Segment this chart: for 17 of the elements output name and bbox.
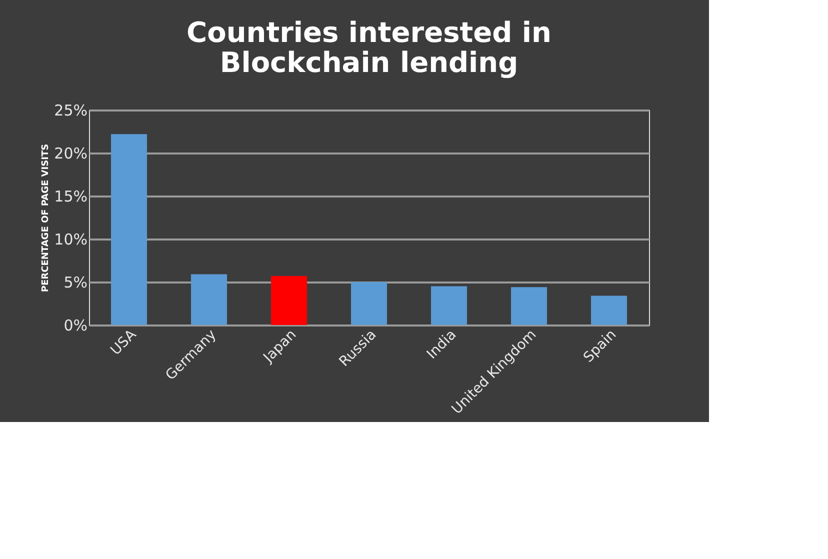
y-tick-label: 0% xyxy=(64,316,88,334)
text: Blockchain lending xyxy=(220,46,518,79)
x-tick-label: USA xyxy=(108,326,140,359)
y-tick-label: 20% xyxy=(54,144,88,162)
bar xyxy=(591,296,627,325)
bar xyxy=(351,282,387,325)
bar xyxy=(271,276,307,325)
y-axis-title: PERCENTAGE OF PAGE VISITS xyxy=(41,144,52,292)
y-tick-label: 15% xyxy=(54,188,88,206)
bar xyxy=(431,286,467,325)
bar xyxy=(111,134,147,325)
y-tick-label: 25% xyxy=(54,102,88,120)
bar xyxy=(511,287,547,325)
text: Countries interested in xyxy=(186,16,552,49)
bar xyxy=(191,274,227,325)
y-tick-label: 5% xyxy=(64,274,88,292)
y-tick-label: 10% xyxy=(54,230,88,248)
